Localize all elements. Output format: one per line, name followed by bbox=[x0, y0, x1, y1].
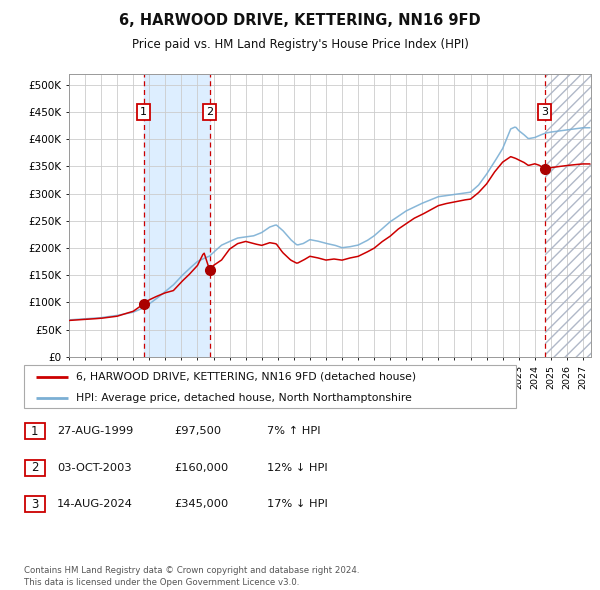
Text: £97,500: £97,500 bbox=[174, 427, 221, 436]
Text: Price paid vs. HM Land Registry's House Price Index (HPI): Price paid vs. HM Land Registry's House … bbox=[131, 38, 469, 51]
Text: 14-AUG-2024: 14-AUG-2024 bbox=[57, 500, 133, 509]
Text: £345,000: £345,000 bbox=[174, 500, 228, 509]
Text: 3: 3 bbox=[541, 107, 548, 117]
Text: Contains HM Land Registry data © Crown copyright and database right 2024.
This d: Contains HM Land Registry data © Crown c… bbox=[24, 566, 359, 587]
Bar bbox=[545, 74, 591, 357]
Text: 6, HARWOOD DRIVE, KETTERING, NN16 9FD: 6, HARWOOD DRIVE, KETTERING, NN16 9FD bbox=[119, 13, 481, 28]
Text: 3: 3 bbox=[31, 498, 38, 511]
Text: 27-AUG-1999: 27-AUG-1999 bbox=[57, 427, 133, 436]
Text: HPI: Average price, detached house, North Northamptonshire: HPI: Average price, detached house, Nort… bbox=[76, 392, 412, 402]
Text: 6, HARWOOD DRIVE, KETTERING, NN16 9FD (detached house): 6, HARWOOD DRIVE, KETTERING, NN16 9FD (d… bbox=[76, 372, 416, 382]
Text: 7% ↑ HPI: 7% ↑ HPI bbox=[267, 427, 320, 436]
Text: 1: 1 bbox=[140, 107, 147, 117]
Text: 2: 2 bbox=[31, 461, 38, 474]
Text: 17% ↓ HPI: 17% ↓ HPI bbox=[267, 500, 328, 509]
Text: 2: 2 bbox=[206, 107, 213, 117]
Text: 1: 1 bbox=[31, 425, 38, 438]
Text: 12% ↓ HPI: 12% ↓ HPI bbox=[267, 463, 328, 473]
Bar bbox=[545, 74, 591, 357]
Bar bbox=[143, 74, 209, 357]
Text: 03-OCT-2003: 03-OCT-2003 bbox=[57, 463, 131, 473]
Text: £160,000: £160,000 bbox=[174, 463, 228, 473]
